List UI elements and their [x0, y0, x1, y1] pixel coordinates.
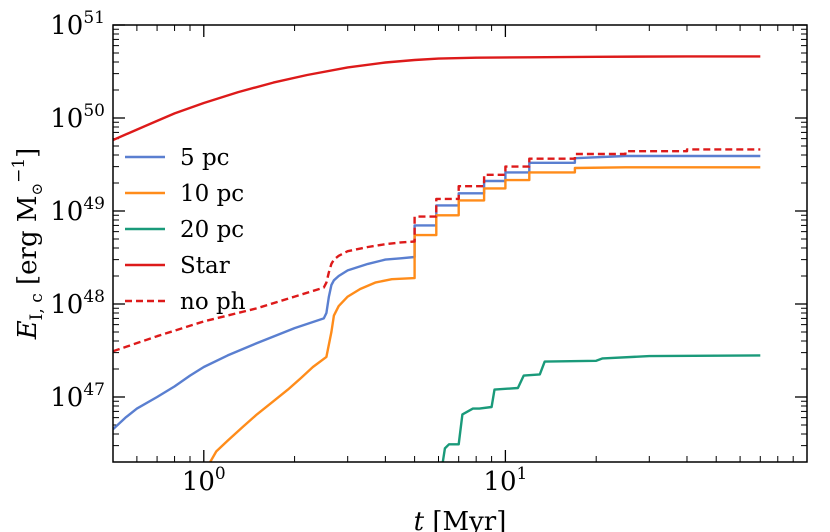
x-tick-label: 100	[182, 464, 226, 497]
legend-label: no ph	[180, 289, 246, 315]
tick-labels: 100 101 1047 1048 1049 1050 1051	[50, 8, 527, 497]
axis-labels: t [Myr] EI, c [erg M⊙−1]	[9, 148, 506, 532]
series-line-20-pc	[441, 354, 761, 462]
legend-label: 10 pc	[180, 181, 244, 207]
series-layer	[113, 55, 761, 462]
series-line-10-pc	[209, 166, 761, 462]
y-tick-label: 1047	[50, 380, 105, 413]
legend-label: 5 pc	[180, 145, 230, 171]
y-tick-label: 1048	[50, 287, 105, 320]
y-tick-label: 1049	[50, 194, 105, 227]
series-line-star	[113, 55, 761, 142]
plot-frame	[112, 24, 808, 463]
y-axis-label: EI, c [erg M⊙−1]	[9, 148, 47, 341]
y-tick-label: 1051	[50, 8, 105, 41]
x-tick-label: 101	[483, 464, 527, 497]
legend-label: 20 pc	[180, 217, 244, 243]
y-tick-label: 1050	[50, 101, 105, 134]
axis-ticks	[113, 24, 807, 462]
legend-label: Star	[180, 253, 230, 279]
x-axis-label: t [Myr]	[414, 507, 507, 532]
series-line-no-ph	[113, 148, 761, 353]
legend: 5 pc 10 pc 20 pc Star no ph	[125, 145, 246, 315]
